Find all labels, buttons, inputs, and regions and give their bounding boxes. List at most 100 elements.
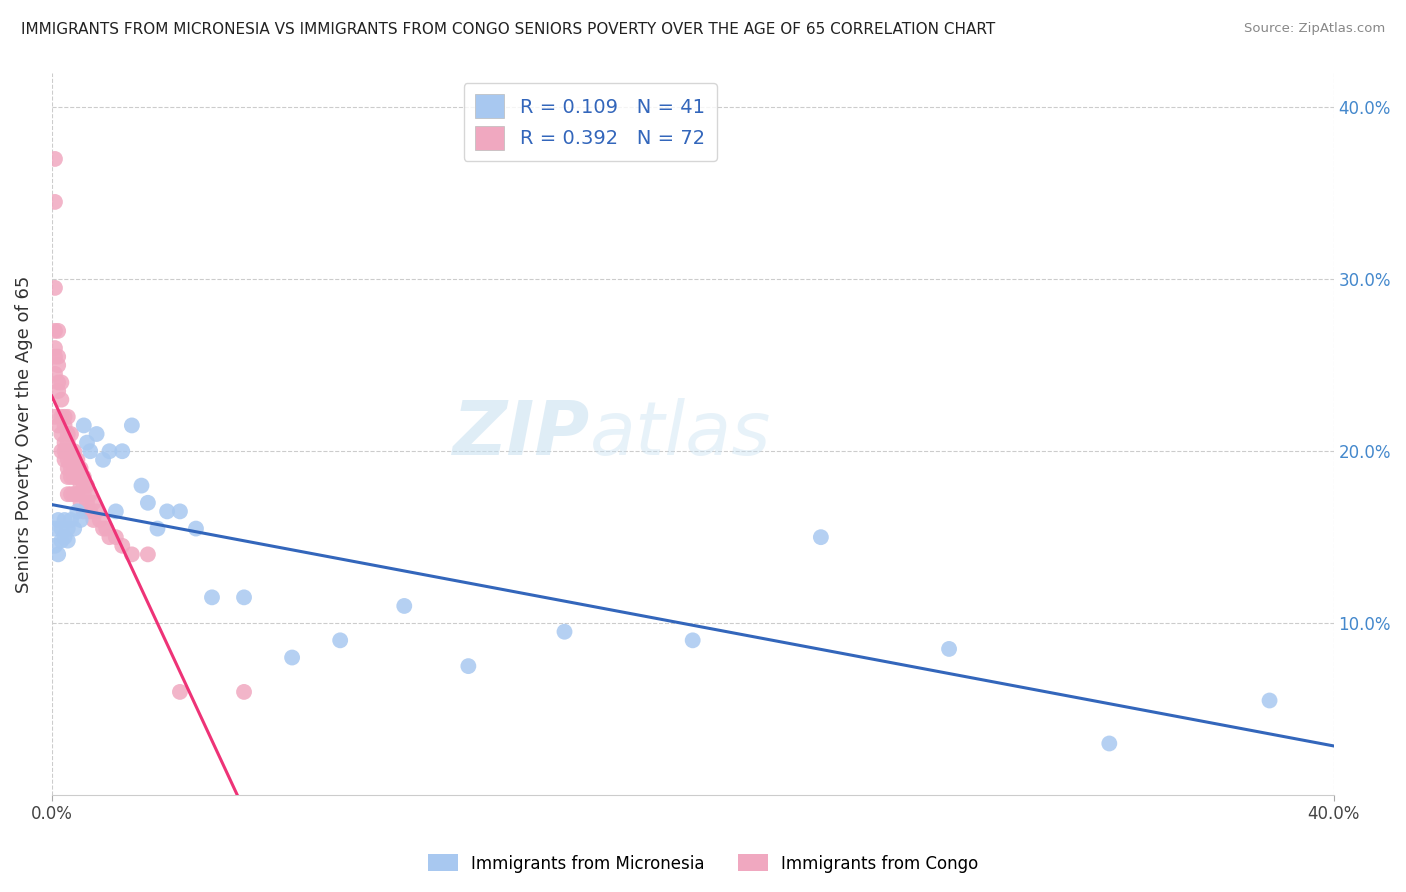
Point bbox=[44, 367, 66, 381]
Text: IMMIGRANTS FROM MICRONESIA VS IMMIGRANTS FROM CONGO SENIORS POVERTY OVER THE AGE: IMMIGRANTS FROM MICRONESIA VS IMMIGRANTS… bbox=[21, 22, 995, 37]
Legend: Immigrants from Micronesia, Immigrants from Congo: Immigrants from Micronesia, Immigrants f… bbox=[420, 847, 986, 880]
Point bbox=[111, 444, 134, 458]
Point bbox=[44, 281, 66, 295]
Point bbox=[156, 504, 179, 518]
Point bbox=[63, 461, 86, 475]
Point bbox=[69, 470, 91, 484]
Text: ZIP: ZIP bbox=[453, 398, 591, 470]
Point bbox=[51, 392, 73, 407]
Point bbox=[44, 194, 66, 209]
Text: atlas: atlas bbox=[591, 398, 772, 470]
Point bbox=[56, 522, 79, 536]
Point bbox=[59, 427, 82, 442]
Point bbox=[394, 599, 416, 613]
Point bbox=[63, 487, 86, 501]
Point bbox=[184, 522, 207, 536]
Point bbox=[810, 530, 832, 544]
Point bbox=[233, 685, 256, 699]
Point bbox=[76, 435, 98, 450]
Point bbox=[76, 496, 98, 510]
Point bbox=[98, 530, 121, 544]
Point bbox=[66, 470, 89, 484]
Text: Source: ZipAtlas.com: Source: ZipAtlas.com bbox=[1244, 22, 1385, 36]
Point bbox=[46, 384, 69, 398]
Point bbox=[66, 487, 89, 501]
Point bbox=[69, 478, 91, 492]
Point bbox=[104, 530, 127, 544]
Point bbox=[53, 409, 76, 424]
Point bbox=[56, 452, 79, 467]
Point bbox=[63, 522, 86, 536]
Point bbox=[63, 470, 86, 484]
Point bbox=[1258, 693, 1281, 707]
Point bbox=[79, 504, 101, 518]
Point bbox=[91, 522, 114, 536]
Point bbox=[56, 435, 79, 450]
Point bbox=[682, 633, 704, 648]
Point bbox=[73, 418, 96, 433]
Point bbox=[53, 513, 76, 527]
Point bbox=[59, 444, 82, 458]
Point bbox=[69, 461, 91, 475]
Point bbox=[76, 478, 98, 492]
Point bbox=[201, 591, 224, 605]
Point bbox=[98, 444, 121, 458]
Point bbox=[51, 444, 73, 458]
Point bbox=[44, 350, 66, 364]
Point bbox=[1098, 737, 1121, 751]
Point bbox=[121, 547, 143, 561]
Point bbox=[51, 376, 73, 390]
Point bbox=[53, 444, 76, 458]
Point bbox=[44, 152, 66, 166]
Point bbox=[46, 547, 69, 561]
Point bbox=[56, 409, 79, 424]
Point bbox=[53, 452, 76, 467]
Point bbox=[146, 522, 169, 536]
Point bbox=[59, 513, 82, 527]
Point bbox=[44, 324, 66, 338]
Point bbox=[44, 341, 66, 355]
Point bbox=[82, 496, 104, 510]
Point bbox=[69, 496, 91, 510]
Point bbox=[56, 470, 79, 484]
Point bbox=[73, 487, 96, 501]
Point bbox=[233, 591, 256, 605]
Point bbox=[79, 487, 101, 501]
Point bbox=[56, 444, 79, 458]
Point bbox=[938, 641, 960, 656]
Point bbox=[136, 496, 159, 510]
Point bbox=[53, 435, 76, 450]
Point bbox=[136, 547, 159, 561]
Point bbox=[66, 452, 89, 467]
Point bbox=[121, 418, 143, 433]
Point bbox=[63, 452, 86, 467]
Legend: R = 0.109   N = 41, R = 0.392   N = 72: R = 0.109 N = 41, R = 0.392 N = 72 bbox=[464, 83, 717, 161]
Point bbox=[46, 358, 69, 372]
Point bbox=[46, 376, 69, 390]
Point bbox=[44, 409, 66, 424]
Point bbox=[89, 513, 111, 527]
Point bbox=[104, 504, 127, 518]
Point bbox=[169, 504, 191, 518]
Point bbox=[69, 513, 91, 527]
Point bbox=[457, 659, 479, 673]
Point bbox=[66, 504, 89, 518]
Point bbox=[73, 504, 96, 518]
Point bbox=[53, 418, 76, 433]
Point bbox=[96, 522, 118, 536]
Point bbox=[79, 444, 101, 458]
Point bbox=[59, 461, 82, 475]
Point bbox=[59, 487, 82, 501]
Point bbox=[44, 522, 66, 536]
Point bbox=[51, 522, 73, 536]
Point bbox=[51, 409, 73, 424]
Point bbox=[111, 539, 134, 553]
Point bbox=[56, 533, 79, 548]
Point bbox=[53, 530, 76, 544]
Y-axis label: Seniors Poverty Over the Age of 65: Seniors Poverty Over the Age of 65 bbox=[15, 276, 32, 592]
Point bbox=[169, 685, 191, 699]
Point bbox=[46, 418, 69, 433]
Point bbox=[281, 650, 304, 665]
Point bbox=[46, 513, 69, 527]
Point bbox=[56, 427, 79, 442]
